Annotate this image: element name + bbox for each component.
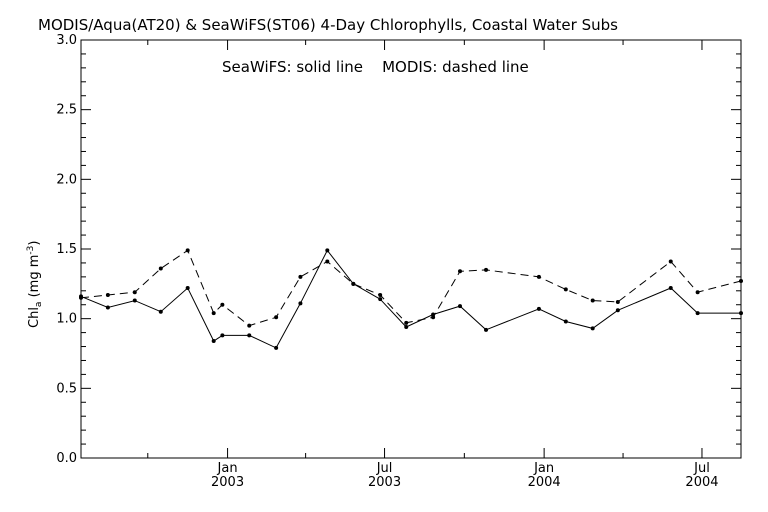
modis-point bbox=[739, 279, 743, 284]
y-axis-title-subscript: a bbox=[34, 302, 44, 308]
modis-point bbox=[325, 259, 330, 264]
x-tick-year: 2003 bbox=[368, 475, 401, 490]
modis-point bbox=[615, 299, 620, 304]
modis-point bbox=[378, 292, 383, 297]
y-tick-label: 3.0 bbox=[56, 33, 77, 48]
seawifs-point bbox=[247, 333, 252, 338]
modis-point bbox=[695, 290, 700, 295]
y-tick-label: 0.5 bbox=[56, 381, 77, 396]
modis-point bbox=[158, 266, 163, 271]
y-axis-title-close: ) bbox=[27, 241, 42, 246]
seawifs-point bbox=[615, 308, 620, 313]
modis-point bbox=[220, 302, 225, 307]
seawifs-point bbox=[695, 311, 700, 316]
seawifs-point bbox=[484, 327, 489, 332]
seawifs-point bbox=[325, 248, 330, 253]
y-axis-title-unit: (mg m bbox=[27, 255, 42, 302]
x-tick-month: Jul bbox=[376, 461, 393, 476]
seawifs-point bbox=[563, 319, 568, 324]
seawifs-point bbox=[274, 345, 279, 350]
modis-point bbox=[590, 298, 595, 303]
chart-subtitle: SeaWiFS: solid line MODIS: dashed line bbox=[222, 58, 529, 76]
modis-line bbox=[80, 249, 742, 327]
seawifs-point bbox=[739, 311, 743, 316]
seawifs-point bbox=[458, 304, 463, 309]
seawifs-point bbox=[378, 297, 383, 302]
seawifs-point bbox=[668, 286, 673, 291]
x-tick-month: Jan bbox=[217, 461, 238, 476]
modis-point bbox=[132, 290, 137, 295]
seawifs-point bbox=[158, 309, 163, 314]
modis-point bbox=[404, 320, 409, 325]
seawifs-point bbox=[105, 305, 110, 310]
seawifs-point bbox=[404, 325, 409, 330]
modis-point bbox=[298, 274, 303, 279]
y-tick-label: 1.5 bbox=[56, 242, 77, 257]
x-tick-year: 2003 bbox=[211, 475, 244, 490]
y-axis-title-superscript: -3 bbox=[26, 246, 36, 255]
seawifs-point bbox=[536, 306, 541, 311]
modis-point bbox=[484, 267, 489, 272]
seawifs-point bbox=[185, 286, 190, 291]
x-tick-year: 2004 bbox=[685, 475, 718, 490]
y-tick-label: 2.0 bbox=[56, 172, 77, 187]
chart-title: MODIS/Aqua(AT20) & SeaWiFS(ST06) 4-Day C… bbox=[38, 16, 618, 34]
y-tick-label: 1.0 bbox=[56, 312, 77, 327]
x-tick-month: Jan bbox=[533, 461, 554, 476]
modis-point bbox=[431, 315, 436, 320]
y-axis-title-prefix: Chl bbox=[27, 307, 42, 328]
y-tick-label: 2.5 bbox=[56, 103, 77, 118]
x-tick-month: Jul bbox=[693, 461, 710, 476]
series-layer bbox=[79, 248, 743, 350]
modis-point bbox=[536, 274, 541, 279]
modis-point bbox=[351, 281, 356, 286]
modis-point bbox=[211, 311, 216, 316]
modis-point bbox=[185, 248, 190, 253]
modis-point bbox=[79, 295, 83, 300]
modis-point bbox=[105, 292, 110, 297]
seawifs-point bbox=[132, 298, 137, 303]
y-tick-label: 0.0 bbox=[56, 451, 77, 466]
modis-point bbox=[668, 259, 673, 264]
modis-point bbox=[274, 315, 279, 320]
seawifs-point bbox=[298, 301, 303, 306]
y-axis-title: Chla (mg m-3) bbox=[26, 241, 44, 328]
y-axis: 0.0 0.5 1.0 1.5 2.0 2.5 3.0 bbox=[56, 33, 741, 466]
seawifs-point bbox=[211, 338, 216, 343]
x-tick-year: 2004 bbox=[528, 475, 561, 490]
modis-point bbox=[563, 287, 568, 292]
seawifs-point bbox=[220, 333, 225, 338]
modis-point bbox=[247, 323, 252, 328]
seawifs-point bbox=[590, 326, 595, 331]
seawifs-line bbox=[80, 249, 741, 349]
modis-point bbox=[458, 269, 463, 274]
